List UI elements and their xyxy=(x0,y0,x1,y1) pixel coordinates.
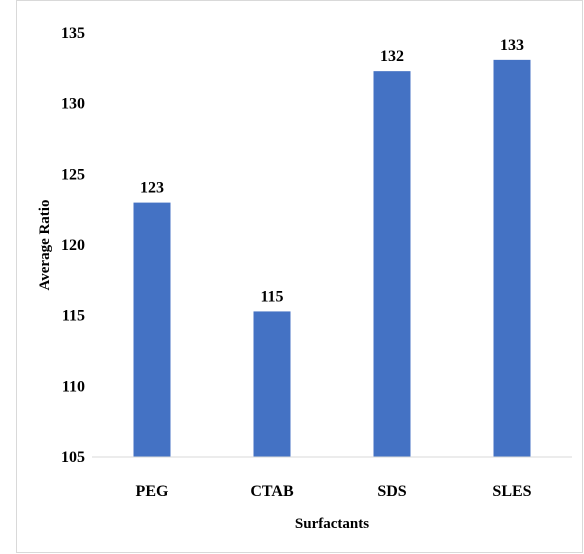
y-tick-label: 120 xyxy=(61,237,85,254)
data-label: 132 xyxy=(380,48,404,65)
x-tick-label: SLES xyxy=(492,483,531,500)
x-axis-title: Surfactants xyxy=(295,516,369,532)
data-label: 133 xyxy=(500,37,524,54)
data-label: 123 xyxy=(140,180,164,197)
y-axis-title: Average Ratio xyxy=(37,200,53,291)
y-tick-label: 105 xyxy=(61,449,85,466)
chart-frame xyxy=(16,0,583,553)
x-tick-labels: PEG CTAB SDS SLES xyxy=(136,483,532,500)
bars xyxy=(133,59,531,457)
bar xyxy=(493,59,531,457)
bar xyxy=(133,202,171,457)
x-tick-label: CTAB xyxy=(250,483,294,500)
y-tick-label: 110 xyxy=(62,378,85,395)
x-tick-label: SDS xyxy=(377,483,406,500)
data-labels: 123 115 132 133 xyxy=(140,37,524,306)
y-tick-label: 135 xyxy=(61,25,85,42)
bar xyxy=(253,311,291,457)
bar xyxy=(373,71,411,457)
y-tick-label: 130 xyxy=(61,96,85,113)
y-tick-label: 125 xyxy=(61,166,85,183)
data-label: 115 xyxy=(260,288,283,305)
y-tick-label: 115 xyxy=(62,308,85,325)
x-tick-label: PEG xyxy=(136,483,169,500)
y-tick-labels: 105 110 115 120 125 130 135 xyxy=(61,25,85,466)
